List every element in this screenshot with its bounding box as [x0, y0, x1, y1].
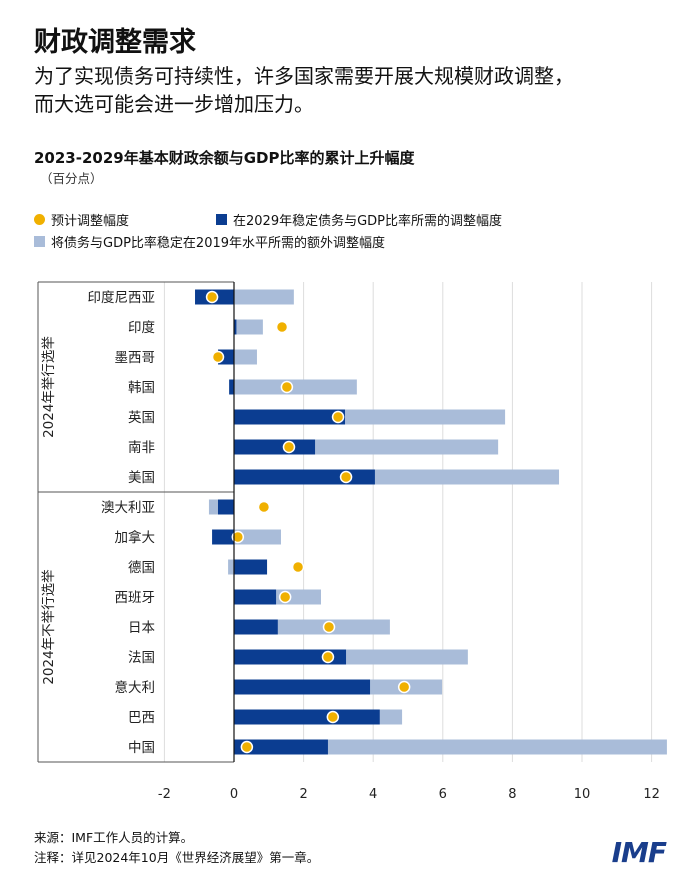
projected-dot: [240, 740, 254, 754]
category-label: 韩国: [128, 380, 155, 396]
category-label: 意大利: [115, 679, 156, 696]
page-title: 财政调整需求: [34, 27, 196, 58]
projected-dot: [321, 650, 335, 664]
legend-label: 预计调整幅度: [51, 214, 130, 229]
additional-bar: [315, 439, 499, 455]
category-label: 德国: [128, 560, 155, 576]
group-label: 2024年不举行选举: [41, 569, 57, 685]
category-label: 英国: [128, 409, 155, 426]
additional-bar: [379, 709, 403, 725]
stabilize-bar: [234, 469, 375, 485]
footnote: 注释：详见2024年10月《世界经济展望》第一章。: [34, 850, 320, 865]
legend-projected: 预计调整幅度: [34, 210, 129, 229]
additional-bar: [228, 559, 234, 575]
additional-bar: [374, 469, 560, 485]
x-tick-label: 10: [574, 787, 591, 802]
projected-dot: [397, 680, 411, 694]
projected-dot: [211, 350, 225, 364]
additional-bar: [345, 409, 506, 425]
x-tick-label: -2: [158, 787, 171, 802]
category-label: 加拿大: [115, 529, 156, 546]
category-label: 印度尼西亚: [88, 290, 156, 306]
projected-dot: [205, 290, 219, 304]
legend-label: 在2029年稳定债务与GDP比率所需的调整幅度: [233, 214, 503, 229]
additional-bar: [234, 529, 281, 545]
stabilize-bar: [229, 379, 234, 395]
stabilize-bar: [234, 619, 278, 635]
stabilize-bar: [234, 649, 347, 665]
category-label: 美国: [128, 470, 155, 486]
projected-dot: [326, 710, 340, 724]
x-tick-label: 4: [369, 787, 377, 802]
x-tick-label: 8: [508, 787, 516, 802]
legend-label: 将债务与GDP比率稳定在2019年水平所需的额外调整幅度: [51, 236, 386, 251]
projected-dot: [280, 380, 294, 394]
projected-dot: [275, 320, 289, 334]
category-label: 澳大利亚: [101, 500, 155, 516]
stabilize-bar: [234, 409, 346, 425]
subtitle-line-1: 为了实现债务可持续性，许多国家需要开展大规模财政调整，: [34, 64, 574, 88]
stabilize-bar: [217, 499, 234, 515]
stabilize-bar: [234, 319, 237, 335]
category-label: 南非: [128, 440, 155, 456]
stabilize-bar: [234, 709, 380, 725]
stabilize-bar: [234, 739, 328, 755]
category-label: 西班牙: [115, 590, 156, 606]
chart-unit: （百分点）: [40, 171, 103, 186]
projected-dot: [339, 470, 353, 484]
additional-bar: [234, 349, 257, 365]
x-tick-label: 0: [230, 787, 238, 802]
additional-bar: [236, 319, 263, 335]
additional-bar: [327, 739, 667, 755]
stabilize-bar: [234, 439, 316, 455]
additional-bar: [346, 649, 468, 665]
legend-additional: 将债务与GDP比率稳定在2019年水平所需的额外调整幅度: [34, 232, 385, 251]
category-label: 墨西哥: [115, 350, 156, 366]
category-label: 巴西: [128, 710, 155, 726]
imf-logo: IMF: [611, 836, 667, 869]
subtitle-line-2: 而大选可能会进一步增加压力。: [34, 92, 314, 116]
category-label: 印度: [128, 320, 155, 336]
category-label: 法国: [128, 650, 155, 666]
projected-dot: [331, 410, 345, 424]
stabilize-bar: [234, 589, 277, 605]
projected-dot: [278, 590, 292, 604]
source-note: 来源：IMF工作人员的计算。: [34, 830, 194, 845]
chart-title: 2023-2029年基本财政余额与GDP比率的累计上升幅度: [34, 149, 415, 167]
x-tick-label: 12: [643, 787, 660, 802]
chart-plot: -2 0 2 4 6 8 10 12 2024年举行选举 2024年不举行选举 印度尼西亚印度墨西哥…: [37, 281, 667, 802]
projected-dot: [282, 440, 296, 454]
projected-dot: [291, 560, 305, 574]
stabilize-bar: [212, 529, 234, 545]
projected-dot: [231, 530, 245, 544]
stabilize-bar: [234, 559, 268, 575]
group-label: 2024年举行选举: [41, 336, 57, 438]
additional-bar: [234, 289, 294, 305]
projected-dot: [322, 620, 336, 634]
category-label: 中国: [128, 740, 155, 756]
projected-dot: [257, 500, 271, 514]
stabilize-bar: [234, 679, 371, 695]
category-label: 日本: [128, 620, 155, 636]
additional-bar: [234, 379, 357, 395]
x-tick-label: 2: [299, 787, 307, 802]
legend-stabilize: 在2029年稳定债务与GDP比率所需的调整幅度: [216, 210, 502, 229]
additional-bar: [208, 499, 218, 515]
x-tick-label: 6: [439, 787, 447, 802]
